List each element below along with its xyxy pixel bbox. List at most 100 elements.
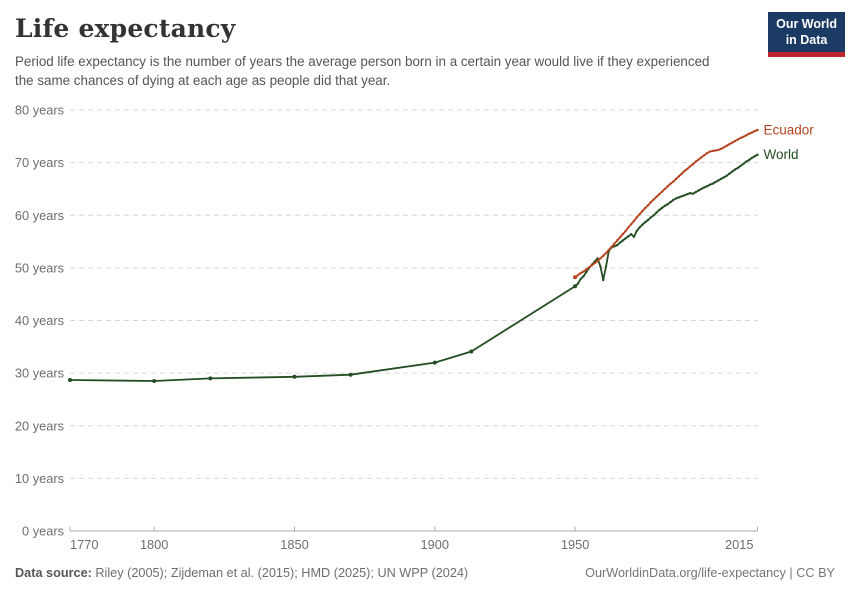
series-point-world bbox=[579, 277, 582, 281]
x-tick-label-1850: 1850 bbox=[280, 537, 308, 552]
series-point-ecuador bbox=[674, 177, 678, 181]
series-point-ecuador bbox=[587, 266, 591, 269]
series-point-ecuador bbox=[585, 268, 588, 271]
series-point-ecuador bbox=[742, 135, 745, 138]
series-point-ecuador bbox=[627, 226, 630, 229]
x-tick-label-1770: 1770 bbox=[70, 537, 98, 552]
series-point-ecuador bbox=[644, 206, 647, 210]
series-point-world bbox=[602, 278, 605, 282]
series-point-world bbox=[604, 265, 608, 268]
series-point-ecuador bbox=[613, 242, 616, 245]
series-point-ecuador bbox=[652, 198, 655, 201]
series-point-world bbox=[691, 192, 695, 195]
series-point-world bbox=[292, 374, 297, 379]
series-point-ecuador bbox=[573, 275, 578, 280]
series-point-world bbox=[686, 193, 689, 196]
y-tick-label-50: 50 years bbox=[15, 260, 64, 275]
series-point-world bbox=[432, 360, 437, 365]
y-tick-label-60: 60 years bbox=[15, 208, 64, 223]
series-point-world bbox=[576, 282, 580, 285]
series-point-ecuador bbox=[602, 254, 605, 257]
series-point-world bbox=[725, 174, 728, 177]
series-point-ecuador bbox=[663, 187, 667, 191]
series-point-world bbox=[700, 187, 703, 191]
series-point-world bbox=[663, 204, 667, 207]
series-point-ecuador bbox=[680, 172, 683, 175]
series-point-ecuador bbox=[646, 204, 650, 207]
series-point-world bbox=[731, 170, 734, 173]
series-point-world bbox=[705, 185, 709, 188]
chart-footer: Data source: Riley (2005); Zijdeman et a… bbox=[15, 566, 835, 580]
series-point-world bbox=[666, 203, 669, 206]
series-point-world bbox=[733, 168, 737, 171]
series-point-ecuador bbox=[691, 163, 695, 166]
owid-logo[interactable]: Our World in Data bbox=[768, 12, 845, 58]
series-point-world bbox=[711, 182, 714, 185]
owid-logo-line2: in Data bbox=[785, 32, 828, 47]
x-tick-label-1800: 1800 bbox=[140, 537, 168, 552]
series-label-world[interactable]: World bbox=[764, 147, 799, 162]
series-point-world bbox=[644, 220, 647, 224]
chart-header: Life expectancy Period life expectancy i… bbox=[15, 14, 755, 91]
series-point-world bbox=[717, 179, 720, 182]
data-source-text: Riley (2005); Zijdeman et al. (2015); HM… bbox=[91, 566, 469, 580]
series-point-world bbox=[722, 176, 725, 179]
series-point-ecuador bbox=[616, 239, 619, 242]
series-point-ecuador bbox=[714, 149, 717, 152]
series-point-world bbox=[621, 239, 624, 242]
series-point-ecuador bbox=[621, 233, 624, 236]
footer-attribution: OurWorldinData.org/life-expectancy | CC … bbox=[585, 566, 835, 580]
series-point-world bbox=[635, 229, 638, 233]
series-point-ecuador bbox=[593, 261, 596, 265]
x-tick-label-1950: 1950 bbox=[561, 537, 589, 552]
series-point-world bbox=[669, 200, 672, 204]
series-point-ecuador bbox=[703, 154, 706, 157]
series-point-ecuador bbox=[624, 229, 627, 233]
series-point-world bbox=[582, 275, 585, 278]
series-point-ecuador bbox=[736, 138, 740, 141]
series-point-ecuador bbox=[610, 245, 613, 248]
series-point-ecuador bbox=[700, 156, 703, 159]
series-point-world bbox=[638, 226, 641, 229]
series-point-ecuador bbox=[669, 182, 672, 185]
series-point-ecuador bbox=[655, 195, 658, 198]
series-point-ecuador bbox=[630, 223, 633, 226]
series-point-world bbox=[750, 156, 754, 160]
series-label-ecuador[interactable]: Ecuador bbox=[764, 122, 815, 137]
series-point-ecuador bbox=[725, 144, 728, 147]
series-point-world bbox=[627, 235, 630, 238]
series-point-ecuador bbox=[745, 134, 748, 137]
series-point-ecuador bbox=[677, 175, 681, 178]
page-title: Life expectancy bbox=[15, 14, 236, 43]
series-point-world bbox=[756, 153, 759, 156]
series-point-ecuador bbox=[660, 190, 664, 193]
data-source-label: Data source: bbox=[15, 566, 92, 580]
series-point-world bbox=[624, 237, 627, 240]
series-point-ecuador bbox=[689, 165, 692, 168]
series-point-ecuador bbox=[731, 141, 734, 144]
y-tick-label-70: 70 years bbox=[15, 155, 64, 170]
license-label[interactable]: CC BY bbox=[796, 566, 835, 580]
series-point-ecuador bbox=[576, 274, 580, 277]
series-point-world bbox=[585, 270, 588, 274]
series-point-world bbox=[652, 214, 655, 217]
series-point-world bbox=[348, 372, 353, 377]
series-point-world bbox=[649, 216, 653, 219]
series-point-world bbox=[646, 218, 650, 222]
canonical-url-link[interactable]: OurWorldinData.org/life-expectancy bbox=[585, 566, 786, 580]
series-point-ecuador bbox=[683, 169, 686, 173]
series-point-world bbox=[469, 349, 474, 354]
series-point-world bbox=[714, 180, 717, 184]
series-point-world bbox=[208, 376, 213, 381]
series-point-world bbox=[677, 196, 681, 199]
series-point-world bbox=[719, 177, 723, 181]
series-point-world bbox=[618, 241, 622, 244]
series-point-ecuador bbox=[666, 185, 669, 188]
series-point-world bbox=[745, 160, 748, 163]
series-point-world bbox=[694, 190, 697, 194]
series-point-ecuador bbox=[739, 136, 742, 140]
series-point-world bbox=[152, 379, 157, 383]
series-point-world bbox=[68, 378, 72, 382]
